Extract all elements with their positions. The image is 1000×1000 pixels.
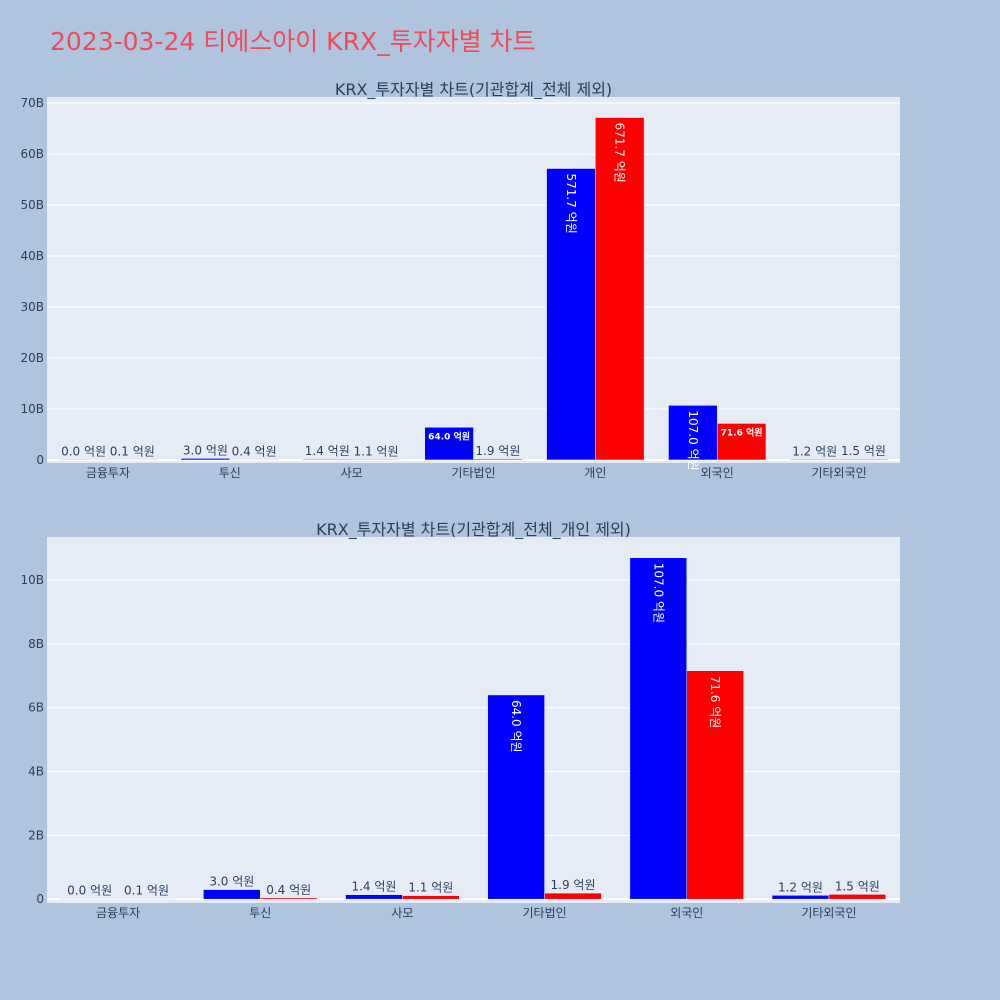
data-label: 3.0 억원 [183,443,228,457]
bar [203,889,261,900]
bar [180,458,231,461]
x-tick-label: 투신 [219,466,241,480]
x-tick-label: 기타법인 [522,906,566,920]
data-label: 0.1 억원 [124,884,169,898]
x-tick-label: 금융투자 [86,466,130,480]
bar [117,898,176,900]
data-label: 0.0 억원 [61,444,106,458]
x-tick-label: 외국인 [701,466,734,480]
x-tick-label: 금융투자 [96,906,140,920]
x-tick-label: 기타법인 [451,466,495,480]
data-label: 1.2 억원 [778,880,823,894]
bar [345,894,403,900]
data-label: 0.4 억원 [266,883,311,897]
x-tick-label: 사모 [391,906,413,920]
chart-1: KRX_투자자별 차트(기관합계_전체 제외) 0 10B 20B 30B 40B 50B 6… [20,80,900,480]
y-tick-label: 10B [20,402,44,416]
y-tick-label: 0 [36,892,44,906]
bar [260,897,318,900]
bar [229,459,279,461]
data-label: 1.4 억원 [305,444,350,458]
bar [544,892,602,900]
y-tick-label: 50B [20,198,44,212]
data-label: 107.0 억원 [651,563,665,623]
y-tick-label: 2B [28,828,44,842]
y-tick-label: 6B [28,701,44,715]
bar [595,117,645,461]
data-label: 71.6 억원 [708,676,722,729]
data-label: 0.1 억원 [110,444,155,458]
bar [790,459,840,461]
data-label: 1.1 억원 [408,881,453,895]
data-label: 107.0 억원 [686,410,700,470]
x-tick-label: 사모 [341,466,363,480]
bar [686,670,744,900]
bar [838,458,889,461]
data-label: 64.0 억원 [509,700,523,753]
x-tick-label: 개인 [584,466,606,480]
data-label: 571.7 억원 [564,174,578,234]
data-label: 3.0 억원 [209,875,254,889]
bar [107,459,157,461]
plot-area [47,537,900,903]
data-label: 64.0 억원 [428,430,470,442]
bar [629,557,688,900]
bar [828,894,887,900]
bar [771,895,830,900]
bar [546,168,596,461]
bar [302,458,352,461]
y-tick-label: 60B [20,147,44,161]
data-label: 1.9 억원 [475,444,520,458]
y-tick-label: 0 [36,453,44,467]
data-label: 1.9 억원 [551,878,596,892]
data-label: 1.2 억원 [792,444,837,458]
bar [424,427,474,461]
y-tick-label: 4B [28,765,44,779]
y-tick-label: 30B [20,300,44,314]
bar [351,459,401,461]
data-label: 0.0 억원 [67,884,112,898]
data-label: 1.5 억원 [835,879,880,893]
bar [402,895,460,900]
y-tick-label: 20B [20,351,44,365]
y-tick-label: 40B [20,249,44,263]
y-tick-label: 10B [20,573,44,587]
x-tick-label: 투신 [249,906,271,920]
bar [60,898,119,900]
page-title: 2023-03-24 티에스아이 KRX_투자자별 차트 [50,27,536,56]
bar [668,405,718,461]
data-label: 1.4 억원 [351,880,396,894]
x-tick-label: 기타외국인 [801,906,856,920]
plot-area [47,97,900,463]
x-tick-label: 기타외국인 [811,466,866,480]
bar [473,458,523,461]
chart-title: KRX_투자자별 차트(기관합계_전체_개인 제외) [316,520,631,540]
chart-2: KRX_투자자별 차트(기관합계_전체_개인 제외) 0 2B 4B 6B 8B 10B 금융… [20,520,900,920]
bar [716,423,767,461]
data-label: 71.6 억원 [721,426,763,438]
x-tick-label: 외국인 [670,906,703,920]
data-label: 1.1 억원 [354,444,399,458]
bar [487,694,545,900]
y-tick-label: 8B [28,637,44,651]
data-label: 1.5 억원 [841,444,886,458]
y-tick-label: 70B [20,96,44,110]
data-label: 0.4 억원 [232,444,277,458]
data-label: 671.7 억원 [613,123,627,183]
bar [58,459,109,461]
chart-title: KRX_투자자별 차트(기관합계_전체 제외) [335,80,612,100]
